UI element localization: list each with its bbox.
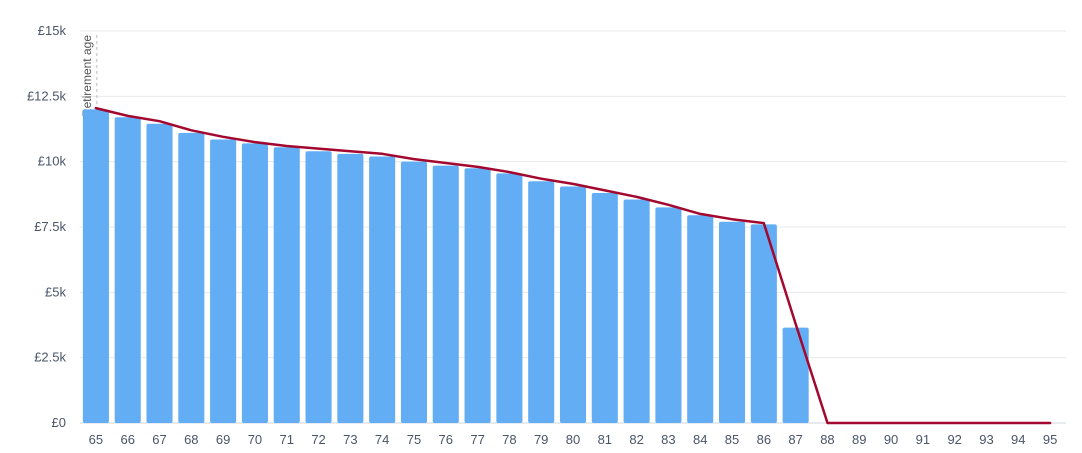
x-tick-label: 89 bbox=[852, 432, 866, 447]
x-tick-label: 77 bbox=[470, 432, 484, 447]
bar[interactable] bbox=[687, 215, 714, 423]
x-tick-label: 69 bbox=[216, 432, 230, 447]
x-tick-label: 95 bbox=[1043, 432, 1057, 447]
bar[interactable] bbox=[591, 193, 618, 423]
bar[interactable] bbox=[400, 161, 428, 423]
y-tick-label: £0 bbox=[52, 415, 66, 430]
bar[interactable] bbox=[782, 327, 809, 423]
x-tick-label: 75 bbox=[407, 432, 421, 447]
bar[interactable] bbox=[623, 199, 650, 423]
x-tick-label: 93 bbox=[979, 432, 993, 447]
y-tick-label: £12.5k bbox=[27, 88, 67, 103]
x-tick-label: 65 bbox=[89, 432, 103, 447]
x-tick-label: 81 bbox=[598, 432, 612, 447]
bar[interactable] bbox=[178, 132, 205, 424]
x-tick-label: 68 bbox=[184, 432, 198, 447]
series-line-path bbox=[94, 106, 1052, 425]
y-tick-label: £7.5k bbox=[34, 219, 66, 234]
x-tick-label: 67 bbox=[152, 432, 166, 447]
bar[interactable] bbox=[528, 181, 555, 423]
bar[interactable] bbox=[146, 123, 173, 424]
series-line bbox=[94, 106, 1052, 425]
bar[interactable] bbox=[273, 147, 300, 423]
bar[interactable] bbox=[241, 143, 268, 423]
x-axis-ticks: 65 66 67 68 69 70 71 72 73 74 75 76 77 78 79 80 81 82 83 84… bbox=[89, 432, 1058, 447]
x-tick-label: 87 bbox=[788, 432, 802, 447]
bar[interactable] bbox=[655, 207, 682, 423]
bar[interactable] bbox=[210, 139, 237, 423]
x-tick-label: 73 bbox=[343, 432, 357, 447]
x-tick-label: 72 bbox=[311, 432, 325, 447]
x-tick-label: 90 bbox=[884, 432, 898, 447]
bar[interactable] bbox=[464, 168, 491, 423]
y-tick-label: £2.5k bbox=[34, 350, 66, 365]
bar[interactable] bbox=[337, 153, 364, 423]
x-tick-label: 94 bbox=[1011, 432, 1025, 447]
x-tick-label: 70 bbox=[248, 432, 262, 447]
y-tick-label: £5k bbox=[45, 284, 66, 299]
y-tick-label: £15k bbox=[38, 23, 67, 38]
x-tick-label: 76 bbox=[439, 432, 453, 447]
x-tick-label: 85 bbox=[725, 432, 739, 447]
y-axis-ticks: £0 £2.5k £5k £7.5k £10k £12.5k £15k bbox=[27, 23, 67, 430]
x-tick-label: 84 bbox=[693, 432, 707, 447]
bar[interactable] bbox=[82, 109, 109, 424]
x-tick-label: 78 bbox=[502, 432, 516, 447]
bar[interactable] bbox=[718, 221, 746, 423]
bar[interactable] bbox=[432, 165, 459, 423]
retirement-age-label: Retirement age bbox=[80, 35, 94, 117]
x-tick-label: 80 bbox=[566, 432, 580, 447]
x-tick-label: 83 bbox=[661, 432, 675, 447]
x-tick-label: 79 bbox=[534, 432, 548, 447]
x-tick-label: 82 bbox=[629, 432, 643, 447]
bars bbox=[82, 109, 809, 424]
bar[interactable] bbox=[369, 156, 396, 423]
x-tick-label: 91 bbox=[916, 432, 930, 447]
x-tick-label: 86 bbox=[757, 432, 771, 447]
x-tick-label: 74 bbox=[375, 432, 389, 447]
bar[interactable] bbox=[750, 224, 777, 423]
bar[interactable] bbox=[559, 186, 587, 423]
bar[interactable] bbox=[114, 117, 141, 424]
bar[interactable] bbox=[305, 151, 332, 424]
x-tick-label: 66 bbox=[120, 432, 134, 447]
x-tick-label: 92 bbox=[947, 432, 961, 447]
y-tick-label: £10k bbox=[38, 154, 67, 169]
x-tick-label: 88 bbox=[820, 432, 834, 447]
x-tick-label: 71 bbox=[280, 432, 294, 447]
bar[interactable] bbox=[496, 173, 523, 423]
